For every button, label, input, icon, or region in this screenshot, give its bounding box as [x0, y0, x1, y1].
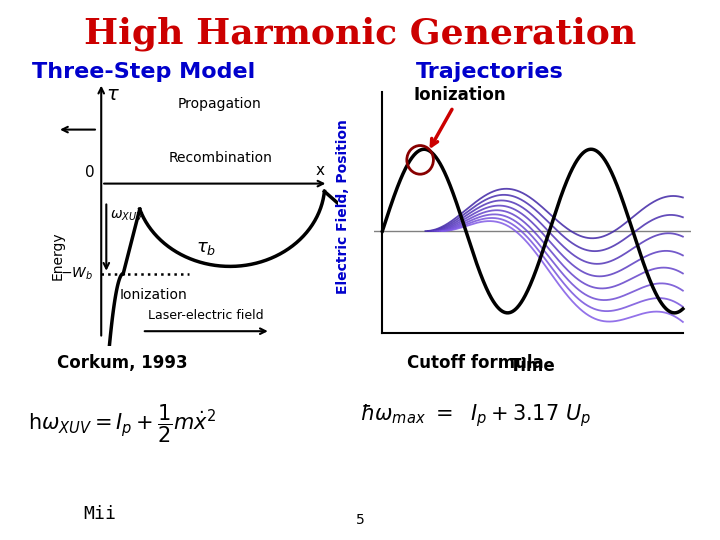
Text: Ionization: Ionization — [120, 288, 188, 302]
Text: $\hbar\omega_{max}\ =\ \ I_p + 3.17\ U_p$: $\hbar\omega_{max}\ =\ \ I_p + 3.17\ U_p… — [359, 402, 591, 429]
Text: $\mathsf{h}\omega_{XUV} = I_p + \dfrac{1}{2}m\dot{x}^2$: $\mathsf{h}\omega_{XUV} = I_p + \dfrac{1… — [28, 402, 217, 445]
Text: $\omega_{XUV}$: $\omega_{XUV}$ — [109, 209, 144, 223]
Text: Recombination: Recombination — [169, 151, 273, 165]
Text: Three-Step Model: Three-Step Model — [32, 62, 256, 82]
Text: $\tau$: $\tau$ — [107, 85, 120, 104]
Text: rle: rle — [30, 509, 46, 518]
Text: Time: Time — [510, 357, 556, 375]
Text: Energy: Energy — [50, 231, 64, 280]
Text: Cutoff formula: Cutoff formula — [407, 354, 544, 372]
Text: 5: 5 — [356, 512, 364, 526]
Text: Electric Field, Position: Electric Field, Position — [336, 119, 349, 294]
Text: 0: 0 — [85, 165, 94, 180]
Text: $\mathtt{Mii}$: $\mathtt{Mii}$ — [83, 505, 116, 523]
Text: Laser-electric field: Laser-electric field — [148, 309, 264, 322]
Text: Propagation: Propagation — [178, 97, 261, 111]
Text: Corkum, 1993: Corkum, 1993 — [57, 354, 188, 372]
Text: $\tau_b$: $\tau_b$ — [196, 239, 216, 258]
Text: Trajectories: Trajectories — [415, 62, 564, 82]
Text: x: x — [316, 163, 325, 178]
Text: $-W_b$: $-W_b$ — [60, 265, 93, 282]
Text: Ionization: Ionization — [414, 86, 506, 146]
Text: High Harmonic Generation: High Harmonic Generation — [84, 16, 636, 51]
